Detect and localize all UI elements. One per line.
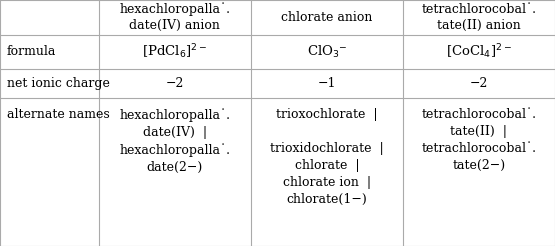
Text: ClO$_3$$^{-}$: ClO$_3$$^{-}$ xyxy=(307,44,347,60)
Text: [CoCl$_4$]$^{2-}$: [CoCl$_4$]$^{2-}$ xyxy=(446,43,512,61)
Text: tetrachlorocobal˙.
tate(II)  |
tetrachlorocobal˙.
tate(2−): tetrachlorocobal˙. tate(II) | tetrachlor… xyxy=(421,108,537,172)
Text: −2: −2 xyxy=(470,77,488,90)
Text: −2: −2 xyxy=(165,77,184,90)
Text: chlorate anion: chlorate anion xyxy=(281,11,372,24)
Text: tetrachlorocobal˙.
tate(II) anion: tetrachlorocobal˙. tate(II) anion xyxy=(421,3,537,32)
Text: −1: −1 xyxy=(317,77,336,90)
Text: alternate names: alternate names xyxy=(7,108,109,121)
Text: hexachloropalla˙.
date(IV) anion: hexachloropalla˙. date(IV) anion xyxy=(119,2,230,32)
Text: trioxochlorate  |

trioxidochlorate  |
chlorate  |
chlorate ion  |
chlorate(1−): trioxochlorate | trioxidochlorate | chlo… xyxy=(270,108,384,206)
Text: net ionic charge: net ionic charge xyxy=(7,77,109,90)
Text: formula: formula xyxy=(7,46,56,58)
Text: hexachloropalla˙.
date(IV)  |
hexachloropalla˙.
date(2−): hexachloropalla˙. date(IV) | hexachlorop… xyxy=(119,108,230,174)
Text: [PdCl$_6$]$^{2-}$: [PdCl$_6$]$^{2-}$ xyxy=(142,43,208,61)
